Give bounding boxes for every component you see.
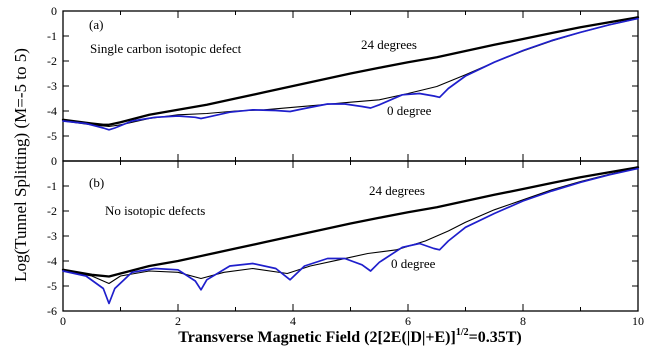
panel-a-series-2-line [62,17,639,131]
panel-a-series-label-0: 0 degree [387,103,432,118]
panel-b-ticks: 0-1-2-3-4-5-60 2 4 6 8 10 [47,154,644,328]
panel-b-curves [61,166,640,305]
panel-a-ytick-label: 0 [51,4,57,18]
panel-b-ytick-label: -6 [47,304,57,318]
panel-a-label: (a) [89,17,103,32]
panel-b-ytick-label: 0 [51,154,57,168]
panel-b-series-2-line [62,167,639,305]
panel-b-annotation: No isotopic defects [105,203,205,218]
panel-a-ytick-label: -2 [47,54,57,68]
xtick-label: 4 [290,314,296,328]
panel-b-series-label-24: 24 degrees [369,183,425,198]
panel-a: 0 -1 -2 -3 -4 -5 (a) Single carbon isotopic d… [47,4,640,162]
x-axis-label-main: Transverse Magnetic Field (2[2E(|D|+E)] [178,329,456,346]
x-axis-label: Transverse Magnetic Field (2[2E(|D|+E)]1… [178,327,522,346]
panel-b: 0-1-2-3-4-5-60 2 4 6 8 10 (b) No isotopic def… [47,154,644,328]
panel-a-series-label-24: 24 degrees [361,37,417,52]
panel-a-ytick-label: -1 [47,29,57,43]
panel-b-series-0-line [61,166,640,278]
panel-b-ytick-label: -4 [47,254,57,268]
xtick-label: 2 [175,314,181,328]
panel-b-series-label-0: 0 degree [391,256,436,271]
panel-b-ytick-label: -5 [47,279,57,293]
x-axis-label-superscript: 1/2 [456,327,469,338]
panel-a-ytick-label: -3 [47,79,57,93]
xtick-label: 6 [405,314,411,328]
panel-b-ytick-label: -1 [47,179,57,193]
y-axis-label: Log(Tunnel Splitting) (M=-5 to 5) [11,48,30,282]
panel-a-ytick-label: -5 [47,129,57,143]
panel-b-series-1-line [62,167,639,285]
panel-b-ytick-label: -3 [47,229,57,243]
x-axis-label-tail: =0.35T) [469,329,522,346]
panel-a-annotation: Single carbon isotopic defect [90,41,242,56]
xtick-label: 10 [632,314,644,328]
panel-a-ticks: 0 -1 -2 -3 -4 -5 [47,4,639,161]
panel-b-ytick-label: -2 [47,204,57,218]
xtick-label: 8 [520,314,526,328]
panel-b-label: (b) [89,175,104,190]
panel-a-curves [61,16,640,131]
panel-a-series-0-line [61,16,640,126]
xtick-label: 0 [60,314,66,328]
panel-a-ytick-label: -4 [47,104,57,118]
